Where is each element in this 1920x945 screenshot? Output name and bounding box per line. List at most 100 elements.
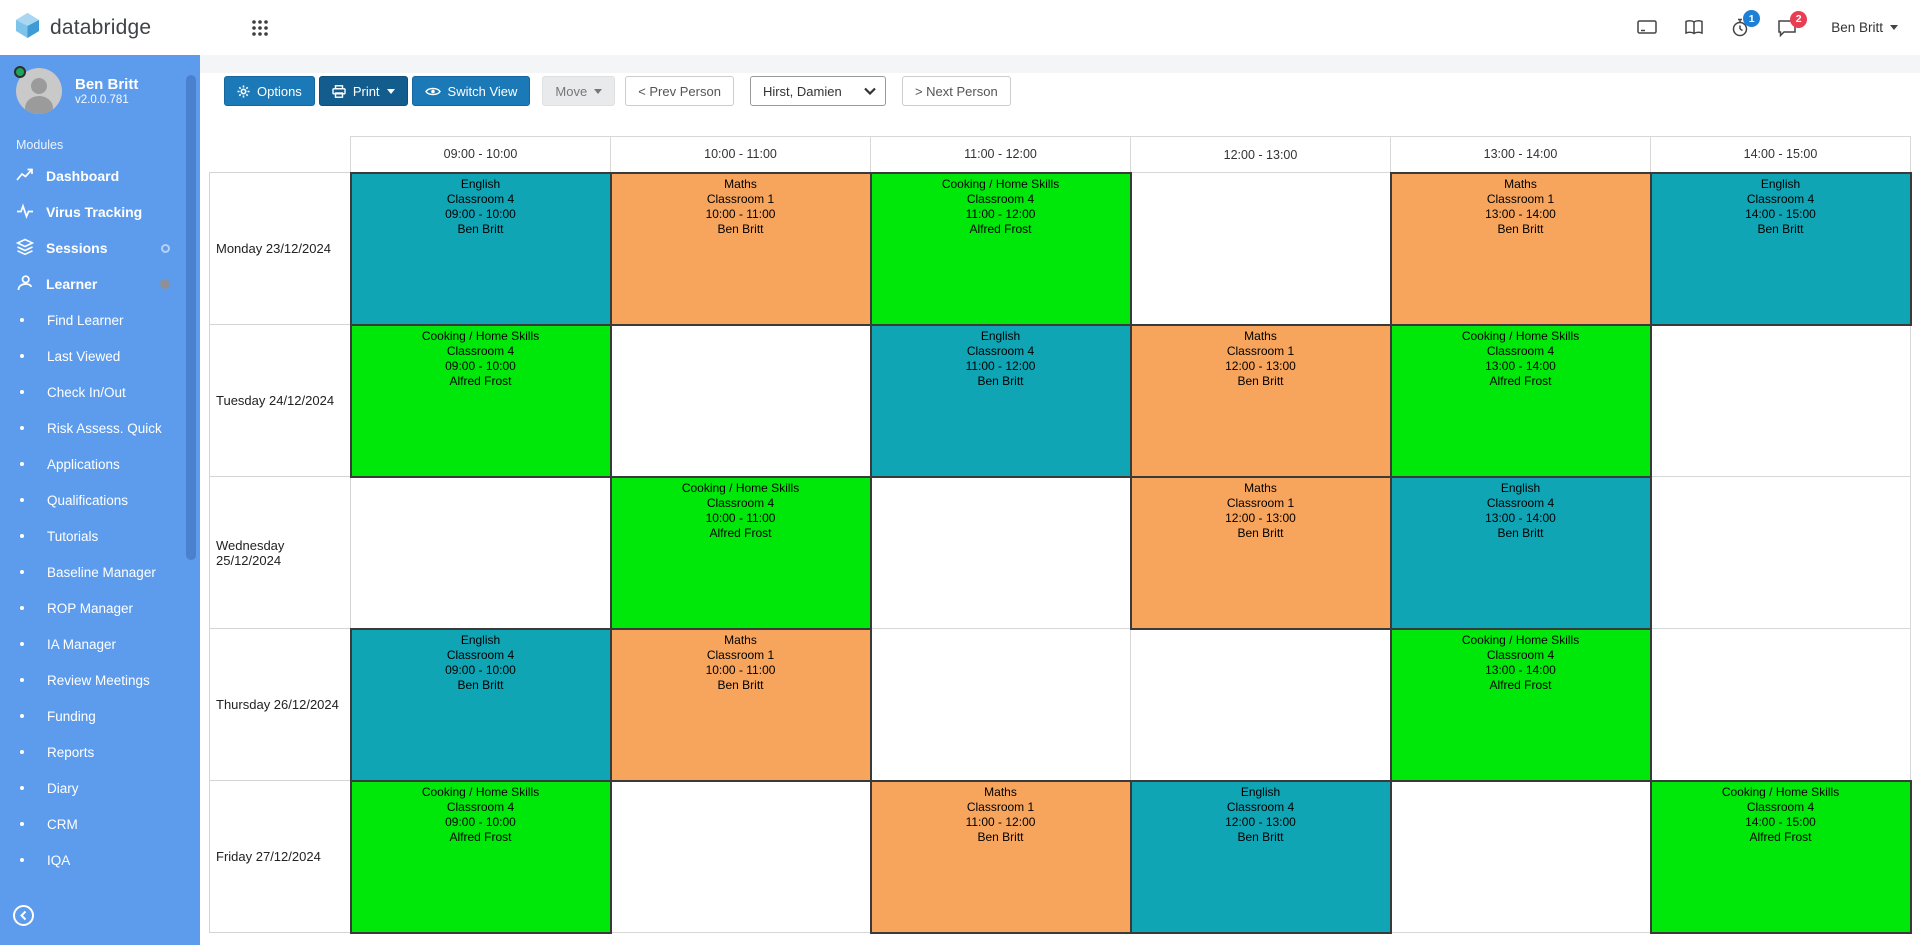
chevron-down-icon — [594, 88, 603, 94]
entry-subject: Maths — [1504, 176, 1537, 191]
timetable-entry[interactable]: English Classroom 4 14:00 - 15:00 Ben Britt — [1649, 171, 1912, 326]
timetable: 09:00 - 10:00 10:00 - 11:00 11:00 - 12:00 1… — [209, 136, 1912, 934]
entry-time: 13:00 - 14:00 — [1485, 662, 1556, 677]
sidebar-subitem-crm[interactable]: CRM — [0, 806, 200, 842]
bullet-dot — [20, 426, 24, 430]
user-menu[interactable]: Ben Britt — [1831, 20, 1898, 35]
timetable-entry[interactable]: English Classroom 4 13:00 - 14:00 Ben Britt — [1389, 475, 1652, 630]
sidebar-subitem-diary[interactable]: Diary — [0, 770, 200, 806]
timetable-entry[interactable]: English Classroom 4 11:00 - 12:00 Ben Britt — [869, 323, 1132, 478]
sidebar-collapse-button[interactable] — [12, 904, 35, 932]
move-button[interactable]: Move — [542, 76, 616, 106]
entry-subject: Maths — [1244, 328, 1277, 343]
timer-icon[interactable]: 1 — [1731, 10, 1761, 37]
time-slot-header: 14:00 - 15:00 — [1650, 136, 1911, 173]
bullet-dot — [20, 606, 24, 610]
entry-room: Classroom 1 — [966, 799, 1035, 814]
sidebar-item-virus-tracking[interactable]: Virus Tracking — [0, 194, 200, 230]
timetable-entry[interactable]: English Classroom 4 09:00 - 10:00 Ben Britt — [349, 171, 612, 326]
sidebar-item-label: Sessions — [46, 240, 108, 256]
timetable-entry[interactable]: Maths Classroom 1 12:00 - 13:00 Ben Britt — [1129, 475, 1392, 630]
sidebar-subitem-last-viewed[interactable]: Last Viewed — [0, 338, 200, 374]
sidebar-subitem-label: Check In/Out — [47, 384, 126, 400]
sidebar-item-sessions[interactable]: Sessions — [0, 230, 200, 266]
timetable-entry[interactable]: Maths Classroom 1 11:00 - 12:00 Ben Britt — [869, 779, 1132, 934]
sidebar-scrollbar[interactable] — [186, 75, 196, 560]
sidebar-subitem-iqa[interactable]: IQA — [0, 842, 200, 878]
timetable-row: Thursday 26/12/2024 English Classroom 4 09:… — [209, 627, 1911, 782]
sidebar: Ben Britt v2.0.0.781 Modules Dashboard Vi… — [0, 55, 200, 945]
sidebar-subitem-risk-assess-quick[interactable]: Risk Assess. Quick — [0, 410, 200, 446]
prev-person-button[interactable]: < Prev Person — [625, 76, 734, 106]
sidebar-user-name: Ben Britt — [75, 76, 139, 93]
entry-subject: Cooking / Home Skills — [941, 176, 1060, 191]
switch-view-button[interactable]: Switch View — [411, 76, 531, 106]
entry-room: Classroom 4 — [446, 191, 515, 206]
entry-teacher: Alfred Frost — [1489, 677, 1552, 692]
entry-time: 12:00 - 13:00 — [1225, 814, 1296, 829]
sidebar-subitem-review-meetings[interactable]: Review Meetings — [0, 662, 200, 698]
entry-subject: Cooking / Home Skills — [1721, 784, 1840, 799]
apps-grid-icon[interactable] — [251, 19, 269, 37]
brand-name: databridge — [50, 15, 152, 39]
layers-icon — [15, 238, 46, 259]
sidebar-subitem-funding[interactable]: Funding — [0, 698, 200, 734]
messages-icon[interactable]: 2 — [1777, 10, 1808, 37]
timetable-entry[interactable]: Cooking / Home Skills Classroom 4 14:00 - … — [1649, 779, 1912, 934]
entry-teacher: Ben Britt — [457, 677, 504, 692]
entry-room: Classroom 4 — [446, 799, 515, 814]
move-label: Move — [555, 83, 588, 99]
sidebar-subitem-rop-manager[interactable]: ROP Manager — [0, 590, 200, 626]
sidebar-subitem-label: Find Learner — [47, 312, 124, 328]
timetable-entry[interactable]: Cooking / Home Skills Classroom 4 09:00 - … — [349, 323, 612, 478]
chevron-down-icon — [864, 87, 876, 95]
sidebar-subitem-applications[interactable]: Applications — [0, 446, 200, 482]
timetable-row: Tuesday 24/12/2024 Cooking / Home Skills C… — [209, 323, 1911, 478]
sidebar-subitem-find-learner[interactable]: Find Learner — [0, 302, 200, 338]
timetable-entry[interactable]: Maths Classroom 1 13:00 - 14:00 Ben Britt — [1389, 171, 1652, 326]
person-select[interactable]: Hirst, Damien — [749, 76, 886, 106]
entry-room: Classroom 4 — [1746, 191, 1815, 206]
sidebar-subitem-label: Reports — [47, 744, 95, 760]
monitor-icon[interactable] — [1637, 19, 1657, 36]
chevron-down-icon — [386, 88, 395, 94]
timetable-empty-cell — [350, 476, 611, 629]
entry-time: 09:00 - 10:00 — [445, 206, 516, 221]
sidebar-subitem-qualifications[interactable]: Qualifications — [0, 482, 200, 518]
entry-time: 14:00 - 15:00 — [1745, 814, 1816, 829]
timetable-entry[interactable]: English Classroom 4 12:00 - 13:00 Ben Britt — [1129, 779, 1392, 934]
timetable-entry[interactable]: English Classroom 4 09:00 - 10:00 Ben Britt — [349, 627, 612, 782]
entry-teacher: Ben Britt — [457, 221, 504, 236]
sidebar-subitem-tutorials[interactable]: Tutorials — [0, 518, 200, 554]
status-dot — [14, 66, 26, 78]
entry-time: 14:00 - 15:00 — [1745, 206, 1816, 221]
book-icon[interactable] — [1684, 19, 1704, 36]
entry-time: 11:00 - 12:00 — [965, 206, 1036, 221]
entry-teacher: Ben Britt — [1497, 221, 1544, 236]
timetable-entry[interactable]: Maths Classroom 1 10:00 - 11:00 Ben Britt — [609, 171, 872, 326]
sidebar-item-dashboard[interactable]: Dashboard — [0, 158, 200, 194]
entry-teacher: Alfred Frost — [709, 525, 772, 540]
next-person-button[interactable]: > Next Person — [901, 76, 1011, 106]
bullet-dot — [20, 786, 24, 790]
bullet-dot — [20, 390, 24, 394]
timetable-entry[interactable]: Maths Classroom 1 12:00 - 13:00 Ben Britt — [1129, 323, 1392, 478]
sidebar-item-learner[interactable]: Learner — [0, 266, 200, 302]
sidebar-subitem-reports[interactable]: Reports — [0, 734, 200, 770]
timetable-entry[interactable]: Cooking / Home Skills Classroom 4 11:00 - … — [869, 171, 1132, 326]
bullet-dot — [20, 750, 24, 754]
print-button[interactable]: Print — [318, 76, 408, 106]
timetable-entry[interactable]: Cooking / Home Skills Classroom 4 13:00 - … — [1389, 323, 1652, 478]
sidebar-subitem-ia-manager[interactable]: IA Manager — [0, 626, 200, 662]
timetable-entry[interactable]: Cooking / Home Skills Classroom 4 09:00 - … — [349, 779, 612, 934]
timetable-entry[interactable]: Cooking / Home Skills Classroom 4 10:00 - … — [609, 475, 872, 630]
entry-time: 11:00 - 12:00 — [965, 358, 1036, 373]
sidebar-subitem-check-in-out[interactable]: Check In/Out — [0, 374, 200, 410]
options-button[interactable]: Options — [224, 76, 315, 106]
entry-subject: Maths — [1244, 480, 1277, 495]
timetable-entry[interactable]: Maths Classroom 1 10:00 - 11:00 Ben Britt — [609, 627, 872, 782]
sidebar-subitem-label: ROP Manager — [47, 600, 134, 616]
switch-view-label: Switch View — [447, 83, 518, 99]
sidebar-subitem-baseline-manager[interactable]: Baseline Manager — [0, 554, 200, 590]
timetable-entry[interactable]: Cooking / Home Skills Classroom 4 13:00 - … — [1389, 627, 1652, 782]
